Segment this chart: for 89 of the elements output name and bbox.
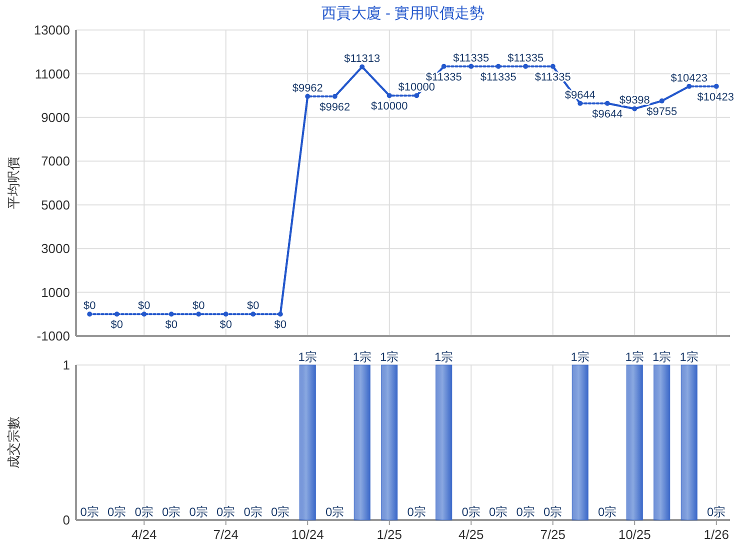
point	[114, 312, 120, 317]
data-label: $10423	[697, 91, 734, 104]
data-label: 0宗	[489, 505, 508, 519]
data-label: 0宗	[244, 505, 262, 519]
y-tick-label: 11000	[34, 66, 70, 82]
point	[578, 100, 583, 106]
data-label: 0宗	[216, 505, 236, 519]
data-label: 0宗	[707, 505, 726, 519]
point	[550, 64, 556, 69]
data-label: $0	[220, 319, 232, 332]
data-label: 0宗	[162, 505, 181, 519]
data-label: 0宗	[189, 505, 208, 519]
data-label: $0	[274, 319, 286, 332]
data-label: 0宗	[407, 505, 426, 519]
point	[250, 312, 256, 317]
x-tick-label: 1/25	[376, 527, 402, 542]
data-label: 0宗	[516, 505, 535, 519]
data-label: $0	[110, 319, 123, 332]
data-label: $10000	[371, 100, 408, 113]
point	[496, 64, 501, 69]
data-label: $9398	[619, 94, 650, 107]
data-label: 1宗	[680, 350, 698, 364]
data-label: $0	[247, 300, 260, 312]
point	[332, 94, 338, 99]
y-tick-label: 0	[62, 512, 70, 528]
y-tick-label: 5000	[41, 197, 70, 212]
point	[659, 98, 664, 104]
data-label: 1宗	[352, 350, 372, 364]
data-label: 0宗	[134, 505, 154, 519]
point	[142, 312, 147, 317]
point	[414, 93, 420, 98]
data-label: 1宗	[625, 350, 644, 364]
data-label: 0宗	[544, 505, 562, 519]
x-tick-label: 10/24	[291, 527, 324, 542]
point	[523, 64, 528, 69]
x-tick-label: 4/25	[458, 527, 484, 542]
y-axis-title: 成交宗數	[6, 416, 21, 468]
point	[686, 84, 692, 89]
x-tick-label: 4/24	[131, 527, 157, 542]
point	[714, 84, 719, 89]
data-label: 0宗	[271, 505, 290, 519]
data-label: 1宗	[298, 350, 317, 364]
point	[196, 312, 202, 317]
data-label: $0	[138, 300, 150, 312]
data-label: $0	[165, 319, 178, 332]
y-tick-label: 7000	[41, 154, 70, 169]
data-label: 1宗	[434, 350, 454, 364]
data-label: 1宗	[570, 350, 590, 364]
data-label: $11335	[508, 52, 544, 64]
data-label: $11335	[480, 71, 516, 84]
x-tick-label: 7/24	[213, 527, 239, 542]
chart-title: 西貢大廈 - 實用呎價走勢	[321, 5, 485, 22]
data-label: $9755	[646, 106, 678, 118]
point	[168, 312, 174, 317]
data-label: 0宗	[462, 505, 480, 519]
data-label: 0宗	[598, 505, 617, 519]
x-tick-label: 7/25	[540, 527, 566, 542]
y-tick-label: -1000	[36, 328, 70, 344]
y-tick-label: 1	[62, 358, 70, 373]
data-label: $10423	[670, 72, 708, 84]
data-label: $11335	[453, 52, 490, 64]
y-tick-label: 1000	[41, 284, 70, 300]
point	[223, 312, 228, 317]
y-tick-label: 3000	[41, 241, 70, 256]
point	[87, 312, 92, 317]
point	[604, 100, 610, 106]
data-label: $11313	[344, 52, 380, 65]
data-label: 0宗	[108, 505, 126, 519]
x-tick-label: 10/25	[618, 527, 651, 542]
point	[468, 64, 474, 69]
point	[386, 93, 392, 98]
data-label: 1宗	[652, 350, 672, 364]
data-label: $9962	[320, 101, 350, 114]
point	[632, 106, 638, 112]
y-tick-label: 13000	[34, 22, 70, 38]
y-axis-title: 平均呎價	[6, 157, 21, 209]
data-label: $9962	[292, 82, 323, 94]
point	[360, 64, 365, 70]
data-label: $0	[84, 300, 96, 312]
data-label: $0	[192, 300, 205, 312]
point	[278, 312, 283, 317]
data-label: 0宗	[326, 505, 344, 519]
data-label: 0宗	[80, 505, 99, 519]
data-label: 1宗	[380, 350, 399, 364]
x-tick-label: 1/26	[704, 527, 730, 542]
data-label: $9644	[592, 108, 623, 120]
y-tick-label: 9000	[41, 110, 70, 125]
point	[305, 94, 310, 99]
point	[441, 64, 446, 69]
